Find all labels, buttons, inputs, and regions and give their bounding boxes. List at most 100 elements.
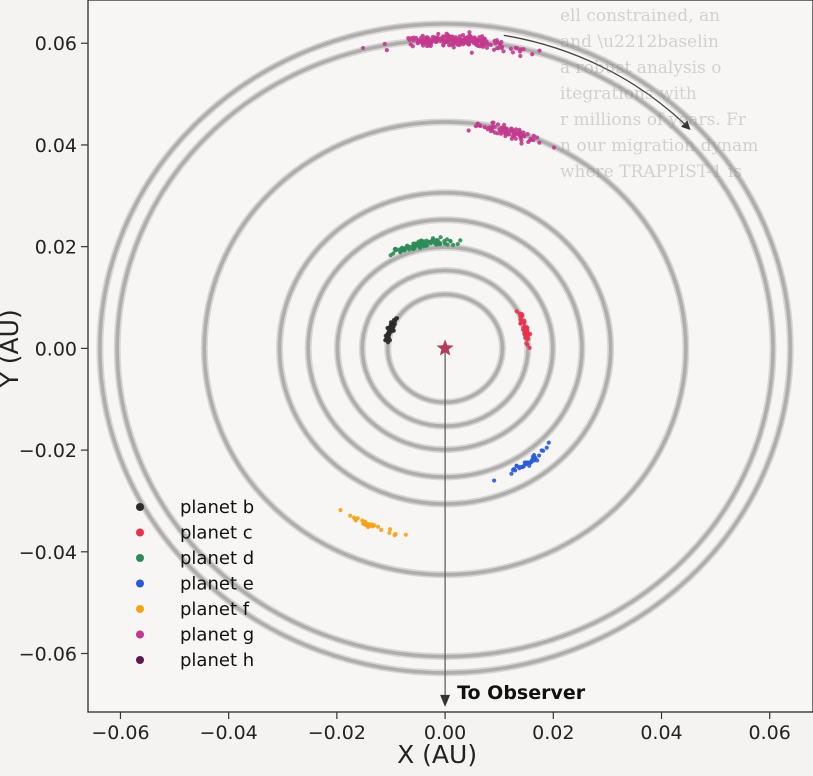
data-point [360, 45, 366, 51]
data-point [393, 246, 398, 251]
data-point [501, 49, 506, 54]
data-point [490, 120, 495, 125]
legend-item: planet g [136, 625, 254, 646]
y-tick-label: 0.06 [35, 33, 77, 55]
legend-label: planet b [180, 497, 254, 518]
data-point [411, 246, 416, 251]
data-point [526, 139, 531, 145]
data-point [411, 243, 416, 248]
legend-marker [136, 605, 144, 613]
legend-marker [136, 656, 144, 664]
data-point [527, 345, 532, 351]
data-point [390, 327, 395, 333]
data-point [517, 311, 522, 316]
data-point [530, 454, 536, 459]
data-point [417, 241, 422, 246]
data-point [386, 333, 391, 338]
x-tick-label: −0.04 [200, 722, 258, 744]
data-point [499, 39, 504, 45]
data-point [524, 327, 529, 332]
data-point [351, 515, 357, 520]
data-point [441, 43, 446, 48]
data-point [491, 47, 497, 52]
legend-marker [136, 630, 144, 639]
data-point [411, 38, 416, 43]
data-point [524, 341, 529, 346]
data-point [435, 35, 440, 40]
data-point [442, 241, 447, 246]
data-point [544, 445, 549, 450]
background-text: a robust analysis o [560, 58, 722, 78]
legend-item: planet e [136, 574, 254, 595]
data-point [451, 45, 456, 50]
data-point [466, 128, 471, 133]
data-point [529, 459, 534, 465]
y-tick-label: −0.06 [19, 644, 77, 666]
data-point [467, 38, 473, 43]
background-text: n our migration dynam [560, 136, 759, 156]
data-point [434, 239, 439, 244]
x-tick-label: 0.02 [532, 722, 574, 744]
data-point [428, 239, 433, 245]
data-point [534, 135, 540, 140]
data-point [474, 122, 480, 128]
data-point [510, 50, 515, 55]
observer-label: To Observer [457, 682, 586, 704]
x-tick-label: 0.06 [749, 722, 791, 744]
data-point [551, 145, 557, 150]
data-point [514, 309, 519, 314]
data-point [492, 478, 497, 483]
planet-points [338, 30, 557, 538]
data-point [495, 122, 501, 127]
data-point [424, 38, 429, 43]
legend-label: planet d [180, 548, 254, 569]
data-point [401, 247, 406, 253]
data-point [437, 242, 443, 247]
data-point [508, 46, 513, 51]
data-point [486, 42, 491, 47]
data-point [537, 140, 542, 145]
data-point [475, 43, 481, 49]
data-point [531, 137, 536, 143]
legend-label: planet e [180, 574, 254, 595]
orbit-direction-arrow-head [681, 120, 691, 130]
data-point [521, 47, 526, 52]
data-point [521, 130, 526, 135]
data-point [518, 53, 523, 59]
data-point [467, 30, 472, 35]
data-point [498, 131, 504, 136]
data-point [382, 41, 387, 46]
data-point [455, 241, 460, 247]
data-point [461, 42, 466, 47]
data-point [479, 43, 484, 48]
data-point [448, 238, 453, 244]
x-tick-label: −0.06 [91, 722, 149, 744]
data-point [515, 46, 520, 51]
data-point [482, 125, 487, 130]
data-point [436, 31, 441, 37]
data-point [445, 34, 450, 39]
data-point [361, 521, 366, 526]
background-text: r millions of years. Fr [560, 110, 747, 130]
data-point [430, 34, 435, 40]
data-point [509, 471, 514, 476]
data-point [497, 127, 502, 132]
data-point [464, 37, 469, 42]
data-point [385, 340, 391, 345]
data-point [449, 34, 454, 39]
data-point [492, 38, 497, 43]
data-point [495, 46, 500, 51]
data-point [388, 320, 394, 325]
data-point [394, 316, 399, 321]
y-tick-label: 0.02 [35, 237, 77, 259]
data-point [408, 42, 413, 47]
data-point [503, 128, 508, 133]
data-point [537, 48, 542, 53]
y-axis-label: Y (AU) [0, 309, 24, 388]
orbit-direction-arrow [503, 34, 685, 125]
data-point [524, 337, 530, 342]
data-point [445, 39, 450, 44]
legend-item: planet h [136, 650, 254, 671]
data-point [428, 43, 433, 48]
